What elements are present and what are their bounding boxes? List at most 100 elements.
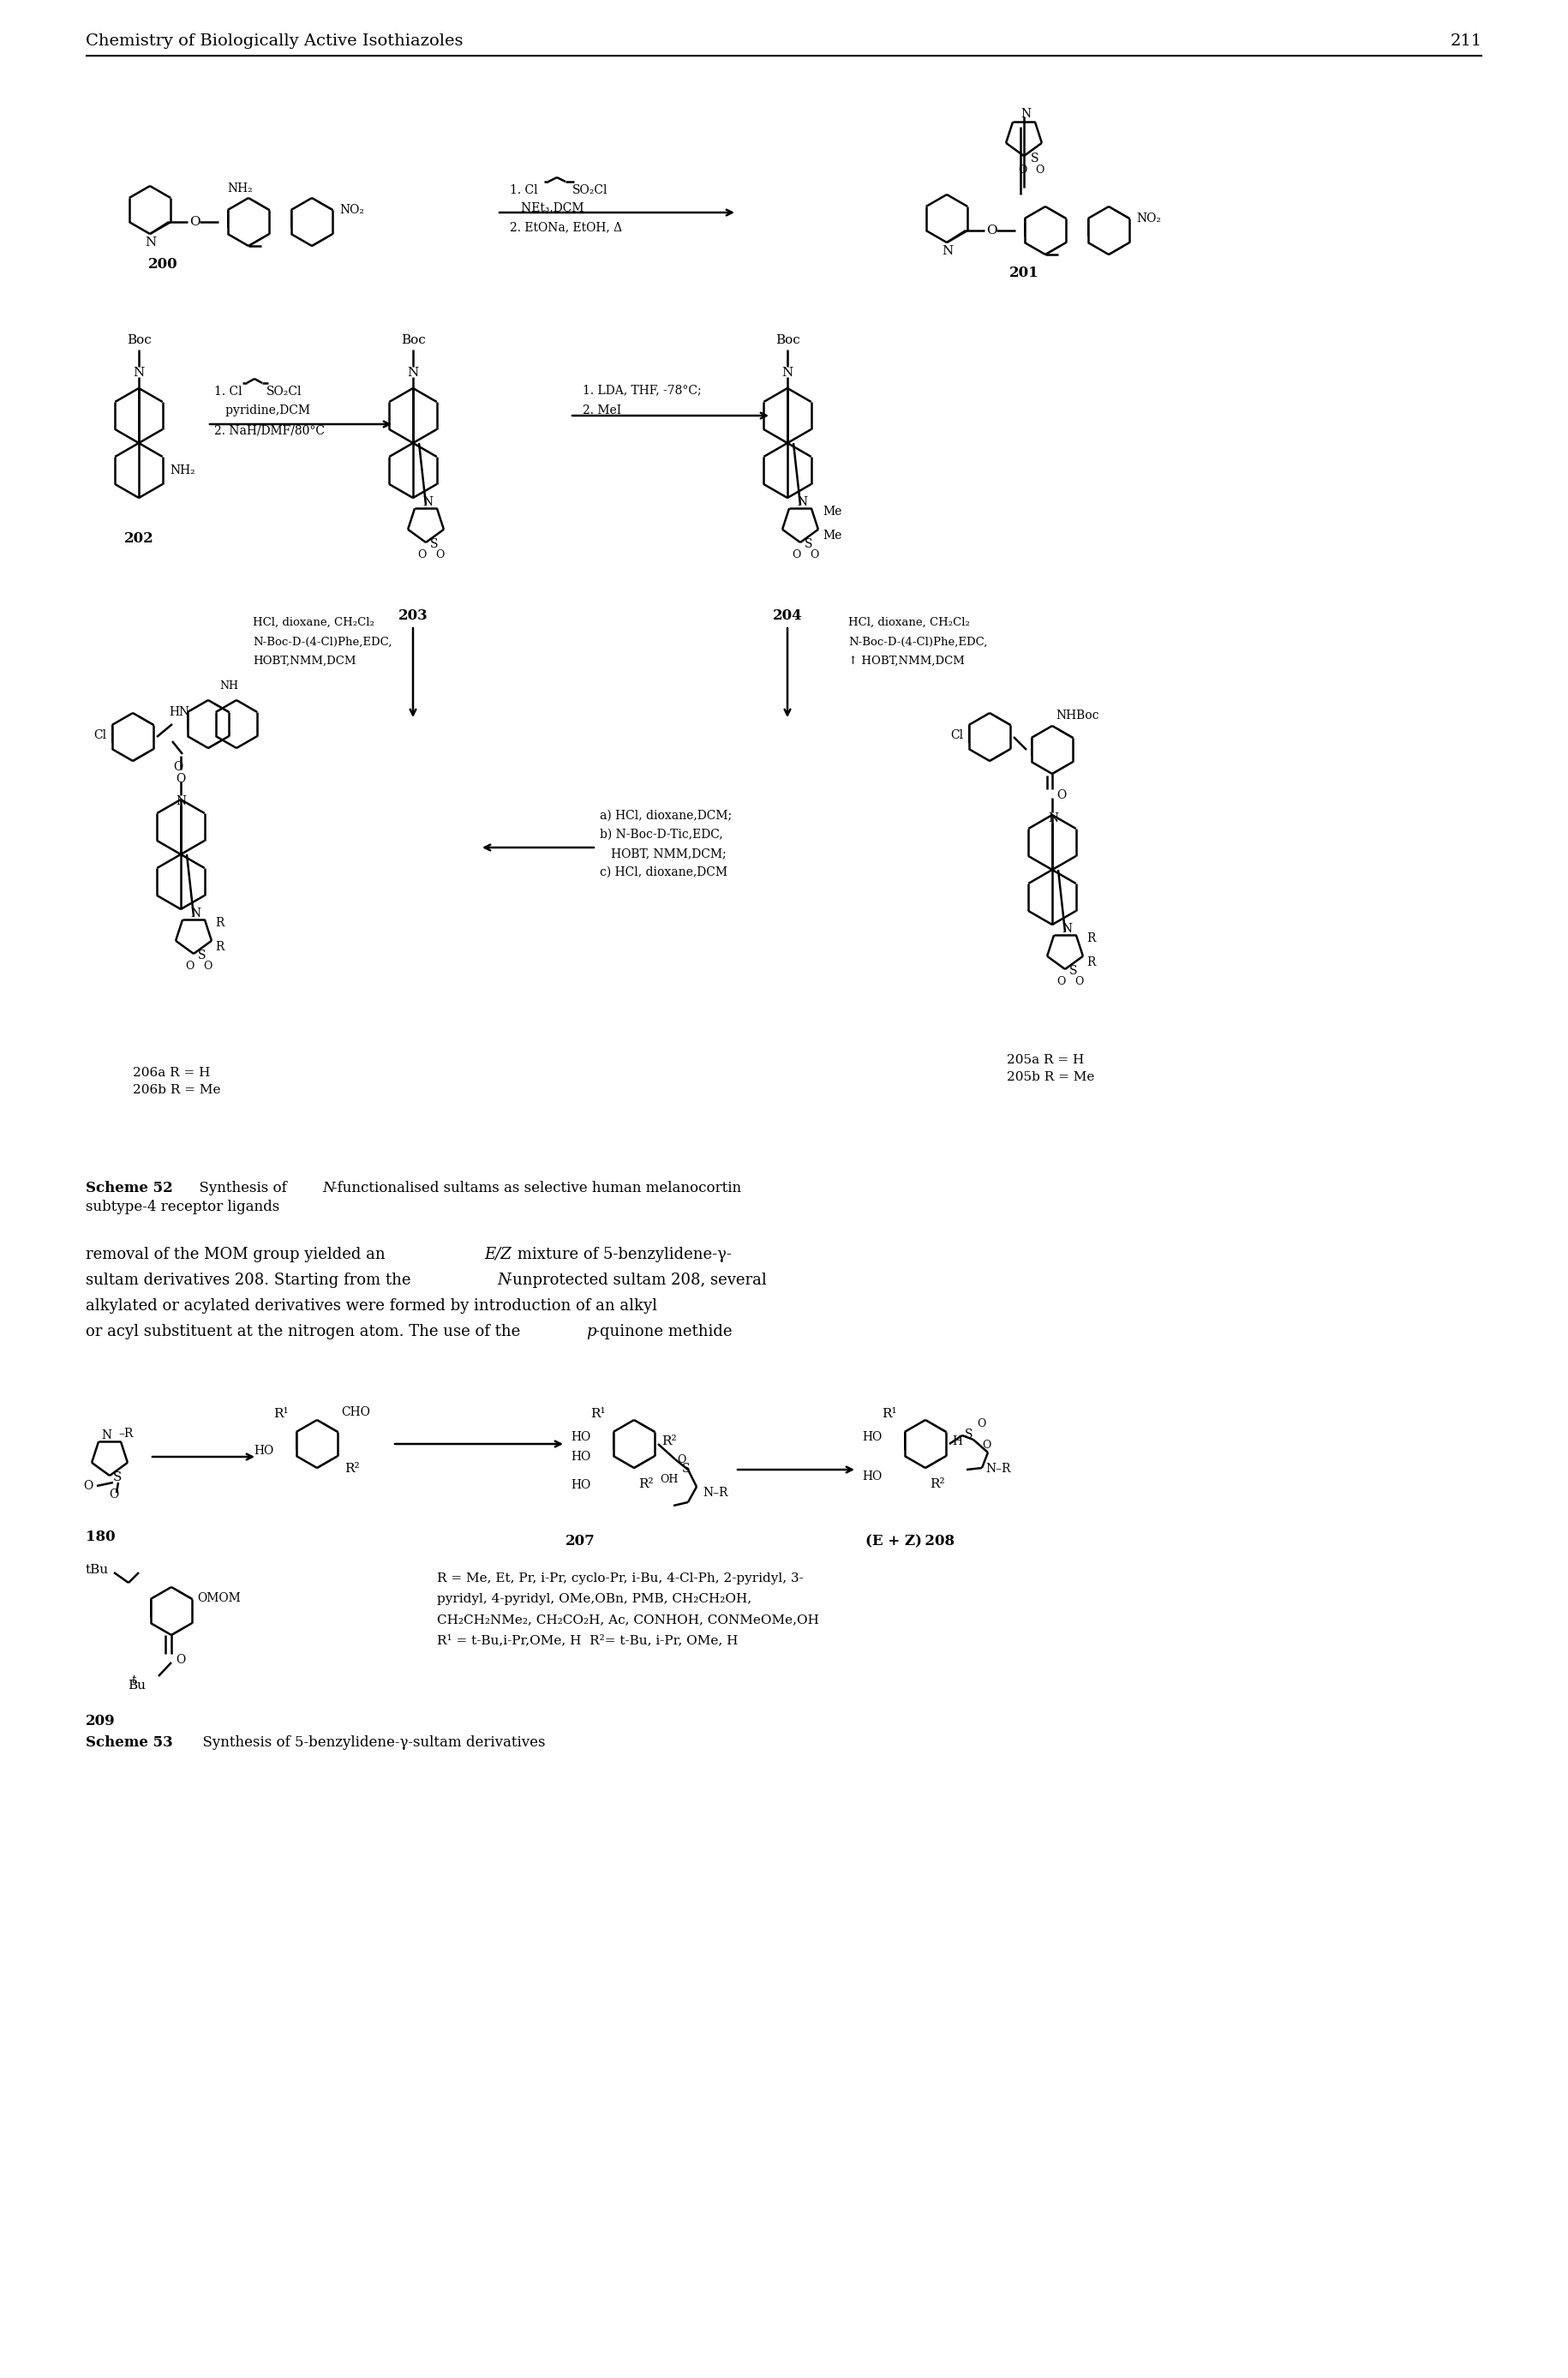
Text: 201: 201 (1010, 266, 1038, 281)
Text: HO: HO (862, 1432, 883, 1443)
Text: a) HCl, dioxane,DCM;: a) HCl, dioxane,DCM; (601, 811, 732, 823)
Text: alkylated or acylated derivatives were formed by introduction of an alkyl: alkylated or acylated derivatives were f… (86, 1298, 657, 1313)
Text: O: O (185, 961, 194, 973)
Text: CH₂CH₂NMe₂, CH₂CO₂H, Ac, CONHOH, CONMeOMe,OH: CH₂CH₂NMe₂, CH₂CO₂H, Ac, CONHOH, CONMeOM… (437, 1615, 818, 1627)
Text: N: N (408, 366, 419, 378)
Text: O: O (174, 761, 183, 773)
Text: 1. Cl: 1. Cl (215, 385, 241, 397)
Text: 204: 204 (773, 609, 803, 623)
Text: 1. Cl: 1. Cl (510, 183, 538, 197)
Text: NO₂: NO₂ (339, 205, 364, 216)
Text: HCl, dioxane, CH₂Cl₂: HCl, dioxane, CH₂Cl₂ (848, 616, 971, 628)
Text: pyridine,DCM: pyridine,DCM (215, 404, 310, 416)
Text: S: S (113, 1472, 122, 1484)
Text: O: O (1074, 975, 1083, 987)
Text: E/Z: E/Z (485, 1246, 511, 1263)
Text: NEt₃,DCM: NEt₃,DCM (510, 202, 583, 214)
Text: sultam derivatives 208. Starting from the: sultam derivatives 208. Starting from th… (86, 1272, 416, 1289)
Text: -functionalised sultams as selective human melanocortin: -functionalised sultams as selective hum… (332, 1182, 742, 1196)
Text: N–R: N–R (985, 1462, 1011, 1474)
Text: HN: HN (169, 706, 190, 718)
Text: N: N (422, 497, 433, 509)
Text: S: S (430, 537, 439, 549)
Text: R²: R² (345, 1462, 359, 1474)
Text: 205b R = Me: 205b R = Me (1007, 1070, 1094, 1082)
Text: NHBoc: NHBoc (1055, 709, 1099, 721)
Text: 211: 211 (1450, 33, 1482, 50)
Text: N: N (321, 1182, 334, 1196)
Text: Synthesis of 5-benzylidene-γ-sultam derivatives: Synthesis of 5-benzylidene-γ-sultam deri… (193, 1736, 546, 1750)
Text: O: O (792, 549, 800, 561)
Text: Scheme 53: Scheme 53 (86, 1736, 172, 1750)
Text: Cl: Cl (94, 730, 107, 742)
Text: N: N (942, 245, 953, 257)
Text: –R: –R (118, 1427, 133, 1439)
Text: -unprotected sultam 208, several: -unprotected sultam 208, several (506, 1272, 767, 1289)
Text: 1. LDA, THF, -78°C;: 1. LDA, THF, -78°C; (583, 383, 701, 395)
Text: HO: HO (571, 1479, 591, 1491)
Text: or acyl substituent at the nitrogen atom. The use of the: or acyl substituent at the nitrogen atom… (86, 1325, 525, 1339)
Text: 200: 200 (147, 257, 177, 271)
Text: R = Me, Et, Pr, i-Pr, cyclo-Pr, i-Bu, 4-Cl-Ph, 2-pyridyl, 3-: R = Me, Et, Pr, i-Pr, cyclo-Pr, i-Bu, 4-… (437, 1572, 803, 1584)
Text: 206b R = Me: 206b R = Me (133, 1084, 221, 1096)
Text: O: O (176, 773, 185, 785)
Text: S: S (804, 537, 812, 549)
Text: subtype-4 receptor ligands: subtype-4 receptor ligands (86, 1201, 279, 1215)
Text: Bu: Bu (127, 1679, 146, 1691)
Text: HO: HO (254, 1446, 274, 1458)
Text: mixture of 5-benzylidene-γ-: mixture of 5-benzylidene-γ- (513, 1246, 732, 1263)
Text: NH₂: NH₂ (169, 464, 194, 476)
Text: 203: 203 (398, 609, 428, 623)
Text: N: N (781, 366, 793, 378)
Text: S: S (1069, 965, 1077, 977)
Text: N: N (176, 794, 187, 806)
Text: R¹ = t-Bu,i-Pr,OMe, H  R²= t-Bu, i-Pr, OMe, H: R¹ = t-Bu,i-Pr,OMe, H R²= t-Bu, i-Pr, OM… (437, 1634, 739, 1646)
Text: S: S (198, 949, 205, 961)
Text: NH: NH (220, 680, 238, 692)
Text: R: R (215, 942, 224, 954)
Text: b) N-Boc-D-Tic,EDC,: b) N-Boc-D-Tic,EDC, (601, 828, 723, 842)
Text: 209: 209 (86, 1715, 116, 1729)
Text: Boc: Boc (776, 335, 800, 347)
Text: O: O (677, 1455, 685, 1465)
Text: O: O (176, 1653, 185, 1667)
Text: N: N (1062, 923, 1073, 935)
Text: N–R: N–R (702, 1486, 728, 1498)
Text: S: S (682, 1462, 690, 1474)
Text: O: O (977, 1417, 986, 1429)
Text: Me: Me (823, 530, 842, 542)
Text: N: N (190, 908, 201, 920)
Text: -quinone methide: -quinone methide (594, 1325, 732, 1339)
Text: removal of the MOM group yielded an: removal of the MOM group yielded an (86, 1246, 390, 1263)
Text: O: O (202, 961, 212, 973)
Text: H: H (952, 1436, 963, 1448)
Text: S: S (964, 1429, 972, 1441)
Text: 180: 180 (86, 1529, 116, 1543)
Text: R: R (1087, 956, 1096, 968)
Text: S: S (1030, 152, 1040, 164)
Text: O: O (417, 549, 426, 561)
Text: c) HCl, dioxane,DCM: c) HCl, dioxane,DCM (601, 866, 728, 877)
Text: 2. MeI: 2. MeI (583, 404, 621, 416)
Text: R¹: R¹ (881, 1408, 897, 1420)
Text: N-Boc-D-(4-Cl)Phe,EDC,: N-Boc-D-(4-Cl)Phe,EDC, (252, 637, 392, 647)
Text: HCl, dioxane, CH₂Cl₂: HCl, dioxane, CH₂Cl₂ (252, 616, 375, 628)
Text: O: O (110, 1489, 119, 1501)
Text: N: N (133, 366, 144, 378)
Text: Synthesis of: Synthesis of (190, 1182, 292, 1196)
Text: O: O (83, 1479, 93, 1491)
Text: N: N (144, 235, 157, 250)
Text: O: O (982, 1439, 991, 1451)
Text: R: R (215, 918, 224, 930)
Text: R¹: R¹ (591, 1408, 605, 1420)
Text: O: O (809, 549, 818, 561)
Text: OMOM: OMOM (198, 1593, 240, 1605)
Text: Boc: Boc (401, 335, 425, 347)
Text: CHO: CHO (340, 1405, 370, 1417)
Text: Chemistry of Biologically Active Isothiazoles: Chemistry of Biologically Active Isothia… (86, 33, 463, 50)
Text: 2. EtONa, EtOH, Δ: 2. EtONa, EtOH, Δ (510, 221, 622, 233)
Text: 202: 202 (124, 530, 154, 547)
Text: Scheme 52: Scheme 52 (86, 1182, 172, 1196)
Text: O: O (986, 224, 997, 235)
Text: O: O (190, 216, 201, 228)
